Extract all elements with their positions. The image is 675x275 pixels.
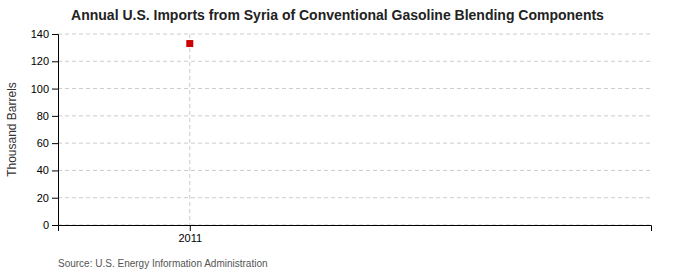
y-tick: 140 — [31, 28, 58, 40]
y-grid-line — [58, 197, 651, 198]
y-tick-mark — [52, 198, 58, 199]
y-grid-line — [58, 143, 651, 144]
y-tick-label: 120 — [31, 55, 49, 67]
y-tick-mark — [52, 89, 58, 90]
y-tick-mark — [52, 225, 58, 226]
point — [186, 40, 193, 47]
grid — [58, 34, 651, 225]
x-axis: 2011 — [59, 225, 652, 244]
y-tick-label: 80 — [37, 110, 49, 122]
y-tick: 60 — [37, 137, 58, 149]
title: Annual U.S. Imports from Syria of Conven… — [71, 7, 604, 23]
x-tick-label: 2011 — [178, 232, 202, 244]
y-grid-line — [58, 88, 651, 89]
y-tick-mark — [52, 116, 58, 117]
y-tick-label: 60 — [37, 137, 49, 149]
chart-svg: 2011 0 20 40 60 80 100 120 140 Annual U.S. Import… — [0, 0, 675, 275]
y-tick-mark — [52, 34, 58, 35]
y-tick-label: 0 — [43, 219, 49, 231]
y-tick-label: 140 — [31, 28, 49, 40]
y-axis-title: Thousand Barrels — [5, 82, 19, 177]
y-axis: 0 20 40 60 80 100 120 140 — [31, 28, 59, 231]
y-tick-label: 20 — [37, 192, 49, 204]
y-grid-line — [58, 115, 651, 116]
source-note: Source: U.S. Energy Information Administ… — [58, 258, 268, 269]
y-tick: 20 — [37, 192, 58, 204]
x-axis-line — [59, 226, 652, 232]
points — [186, 40, 193, 47]
x-tick: 2011 — [178, 225, 202, 244]
y-tick-mark — [52, 61, 58, 62]
y-tick-label: 100 — [31, 83, 49, 95]
y-grid-line — [58, 61, 651, 62]
y-tick-mark — [52, 143, 58, 144]
chart-container: 2011 0 20 40 60 80 100 120 140 Annual U.S. Import… — [0, 0, 675, 275]
y-tick: 0 — [43, 219, 58, 231]
y-tick: 40 — [37, 164, 58, 176]
y-tick-label: 40 — [37, 164, 49, 176]
y-tick: 80 — [37, 110, 58, 122]
y-grid-line — [58, 170, 651, 171]
y-tick-mark — [52, 170, 58, 171]
y-tick: 120 — [31, 55, 58, 67]
x-tick-mark — [190, 225, 191, 231]
y-axis-line — [52, 35, 59, 226]
y-tick: 100 — [31, 83, 58, 95]
y-grid-line — [58, 34, 651, 35]
x-grid-line — [189, 34, 190, 225]
